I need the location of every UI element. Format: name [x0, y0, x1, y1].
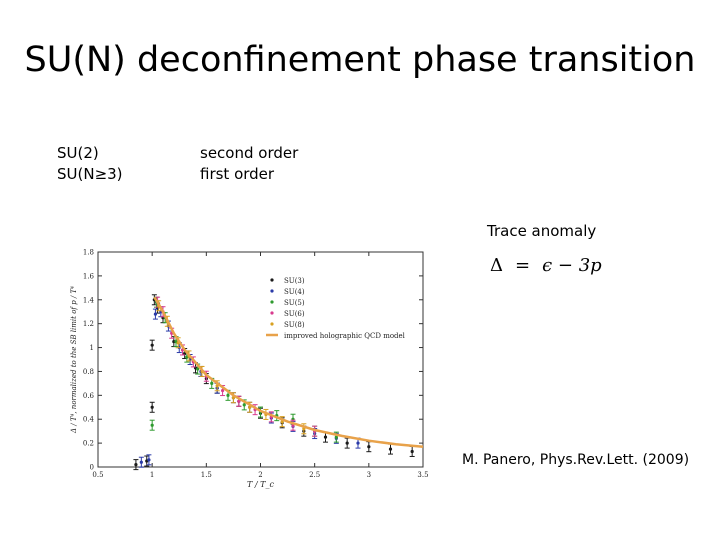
legend-label: SU(4) [284, 288, 305, 296]
data-point [210, 381, 214, 385]
formula-rhs: ϵ − 3p [542, 255, 602, 276]
data-point [150, 343, 154, 347]
x-tick-label: 3 [367, 471, 371, 479]
data-point [226, 393, 230, 397]
y-tick-label: 0.4 [83, 416, 95, 424]
x-tick-label: 1 [150, 471, 154, 479]
citation: M. Panero, Phys.Rev.Lett. (2009) [462, 452, 690, 468]
legend-label: SU(3) [284, 277, 305, 285]
y-tick-label: 1.8 [83, 249, 94, 257]
y-tick-label: 0.8 [83, 368, 94, 376]
group-su2: SU(2) [57, 144, 99, 162]
data-point [150, 423, 154, 427]
y-tick-label: 1.6 [83, 272, 95, 280]
x-tick-label: 2.5 [309, 471, 320, 479]
legend-swatch [270, 289, 274, 293]
model-curve [153, 296, 424, 448]
data-point [323, 435, 328, 439]
x-tick-label: 1.5 [201, 471, 212, 479]
y-tick-label: 0.2 [83, 440, 94, 448]
legend-label: improved holographic QCD model [284, 332, 406, 340]
group-list: SU(2) SU(N≥3) [57, 143, 123, 185]
legend-label: SU(6) [284, 310, 305, 318]
data-point [345, 441, 349, 445]
data-point [183, 351, 187, 356]
data-point [220, 388, 225, 393]
data-point [410, 449, 414, 454]
x-tick-label: 3.5 [417, 471, 428, 479]
data-point [237, 399, 241, 403]
data-point [147, 458, 151, 462]
trace-anomaly-label: Trace anomaly [487, 222, 597, 240]
trace-anomaly-formula: Δ = ϵ − 3p [490, 255, 602, 276]
legend-label: SU(8) [284, 321, 305, 329]
data-point [356, 441, 360, 445]
x-axis-label: T / T_c [247, 480, 274, 489]
y-tick-label: 0.6 [83, 392, 95, 400]
legend-swatch [270, 300, 274, 304]
data-point [196, 367, 200, 371]
slide-title: SU(N) deconfinement phase transition [24, 40, 696, 80]
y-axis-label: Δ / T⁴, normalized to the SB limit of p … [70, 286, 78, 434]
data-point [150, 405, 154, 409]
formula-lhs: Δ [490, 255, 503, 276]
y-tick-label: 0 [90, 464, 94, 472]
formula-equals: = [515, 255, 531, 276]
trace-anomaly-plot: 0.5 1 1.5 2 2.5 3 3.5 0 0.2 0.4 0.6 0.8 1 1.2 1.4 1.6 1.… [70, 249, 429, 490]
legend-swatch [270, 311, 274, 315]
order-su2: second order [200, 144, 299, 162]
x-tick-label: 0.5 [92, 471, 103, 479]
y-tick-label: 1 [90, 344, 94, 352]
x-tick-label: 2 [258, 471, 262, 479]
data-point [388, 447, 393, 451]
data-point [367, 445, 371, 449]
legend-swatch [270, 278, 274, 282]
data-point [139, 460, 143, 464]
order-list: second order first order [200, 143, 298, 185]
legend-label: SU(5) [284, 299, 305, 307]
data-point [153, 312, 158, 316]
data-point [134, 463, 138, 467]
data-point [242, 403, 246, 407]
legend-box [262, 274, 412, 346]
order-sun: first order [200, 165, 275, 183]
y-tick-label: 1.2 [83, 320, 94, 328]
y-tick-label: 1.4 [83, 296, 95, 304]
legend-swatch [270, 322, 274, 326]
group-sun: SU(N≥3) [57, 165, 123, 183]
data-point [334, 435, 338, 439]
